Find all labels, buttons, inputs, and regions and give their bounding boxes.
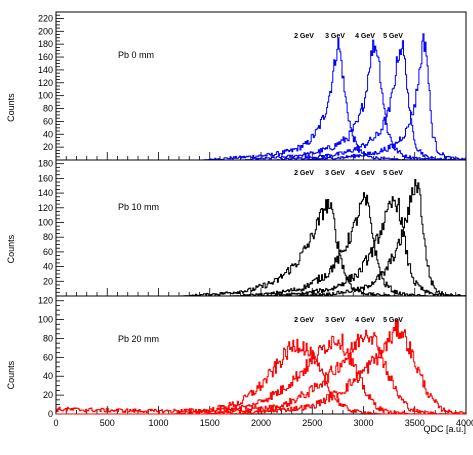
energy-label: 4 GeV — [355, 317, 375, 324]
energy-label: 5 GeV — [383, 170, 403, 177]
y-tick-label: 80 — [43, 104, 53, 114]
x-tick-label: 2500 — [302, 418, 322, 428]
x-tick-label: 4000 — [456, 418, 473, 428]
y-tick-label: 80 — [43, 232, 53, 242]
y-tick-label: 200 — [38, 26, 53, 36]
y-axis-title: Counts — [6, 360, 16, 389]
y-tick-label: 20 — [43, 142, 53, 152]
panel-label: Pb 0 mm — [118, 50, 154, 60]
x-axis-title: QDC [a.u.] — [423, 424, 466, 434]
y-tick-label: 180 — [38, 39, 53, 49]
panel-label: Pb 10 mm — [118, 202, 159, 212]
y-tick-label: 140 — [38, 65, 53, 75]
x-tick-label: 500 — [100, 418, 115, 428]
energy-label: 4 GeV — [355, 170, 375, 177]
x-tick-label: 2000 — [251, 418, 271, 428]
panel-3: 20 40 60 80 100 120 0 Counts 2 GeV 3 GeV 4 GeV 5 Ge… — [6, 295, 467, 419]
energy-label: 2 GeV — [294, 33, 314, 40]
y-tick-label-zero: 0 — [48, 409, 53, 419]
y-tick-label: 60 — [43, 352, 53, 362]
y-tick-label: 20 — [43, 276, 53, 286]
y-tick-label: 140 — [38, 188, 53, 198]
y-tick-label: 100 — [38, 315, 53, 325]
x-tick-label: 0 — [53, 418, 58, 428]
energy-label: 3 GeV — [325, 170, 345, 177]
x-tick-label: 3000 — [353, 418, 373, 428]
x-tick-label: 1500 — [200, 418, 220, 428]
histogram-2-gev — [56, 338, 466, 415]
y-tick-label: 120 — [38, 203, 53, 213]
y-tick-label: 160 — [38, 52, 53, 62]
x-tick-label: 3500 — [405, 418, 425, 428]
y-tick-label: 40 — [43, 371, 53, 381]
x-tick-label: 1000 — [148, 418, 168, 428]
energy-label: 4 GeV — [355, 33, 375, 40]
y-tick-label: 120 — [38, 78, 53, 88]
y-tick-label: 100 — [38, 217, 53, 227]
y-axis-title: Counts — [6, 93, 16, 122]
y-tick-label: 60 — [43, 247, 53, 257]
y-tick-label: 80 — [43, 333, 53, 343]
energy-label: 3 GeV — [325, 33, 345, 40]
y-tick-label: 180 — [38, 159, 53, 169]
energy-label: 5 GeV — [383, 33, 403, 40]
energy-label: 3 GeV — [325, 317, 345, 324]
y-tick-label: 60 — [43, 116, 53, 126]
energy-label: 5 GeV — [383, 317, 403, 324]
y-tick-label: 160 — [38, 173, 53, 183]
y-tick-label: 100 — [38, 91, 53, 101]
energy-label: 2 GeV — [294, 170, 314, 177]
y-axis-title: Counts — [6, 234, 16, 263]
y-tick-label: 120 — [38, 296, 53, 306]
energy-label: 2 GeV — [294, 317, 314, 324]
histogram-5-gev — [56, 319, 466, 415]
y-tick-label: 20 — [43, 390, 53, 400]
y-tick-label: 40 — [43, 129, 53, 139]
y-tick-label: 40 — [43, 262, 53, 272]
y-tick-label: 220 — [38, 13, 53, 23]
panel-label: Pb 20 mm — [118, 334, 159, 344]
